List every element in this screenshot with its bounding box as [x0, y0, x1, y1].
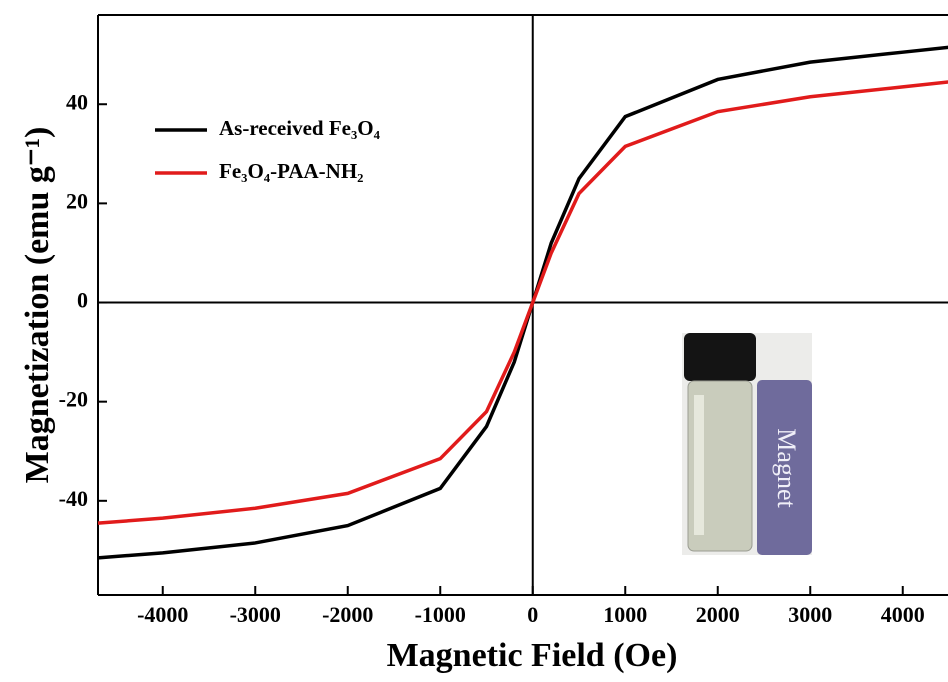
y-tick-label: 0 — [77, 288, 88, 313]
inset-photo: Magnet — [682, 333, 812, 555]
x-axis-title: Magnetic Field (Oe) — [387, 637, 678, 674]
y-tick-label: -40 — [59, 486, 88, 511]
x-tick-label: 3000 — [788, 602, 832, 627]
y-tick-label: 40 — [66, 89, 88, 114]
y-axis-title: Magnetization (emu g⁻¹) — [19, 127, 56, 484]
x-tick-label: -1000 — [415, 602, 466, 627]
x-tick-label: 4000 — [881, 602, 925, 627]
legend-label: As-received Fe₃O₄ — [219, 116, 381, 140]
inset-label: Magnet — [772, 428, 801, 508]
x-tick-label: -2000 — [322, 602, 373, 627]
legend-label: Fe₃O₄-PAA-NH₂ — [219, 159, 363, 183]
x-tick-label: 2000 — [696, 602, 740, 627]
y-tick-label: 20 — [66, 188, 88, 213]
chart: Magnet Magnetic Field (Oe) Magnetization… — [0, 0, 948, 682]
x-tick-label: 1000 — [603, 602, 647, 627]
y-tick-label: -20 — [59, 387, 88, 412]
x-tick-label: 0 — [527, 602, 538, 627]
x-tick-label: -3000 — [230, 602, 281, 627]
x-tick-label: -4000 — [137, 602, 188, 627]
